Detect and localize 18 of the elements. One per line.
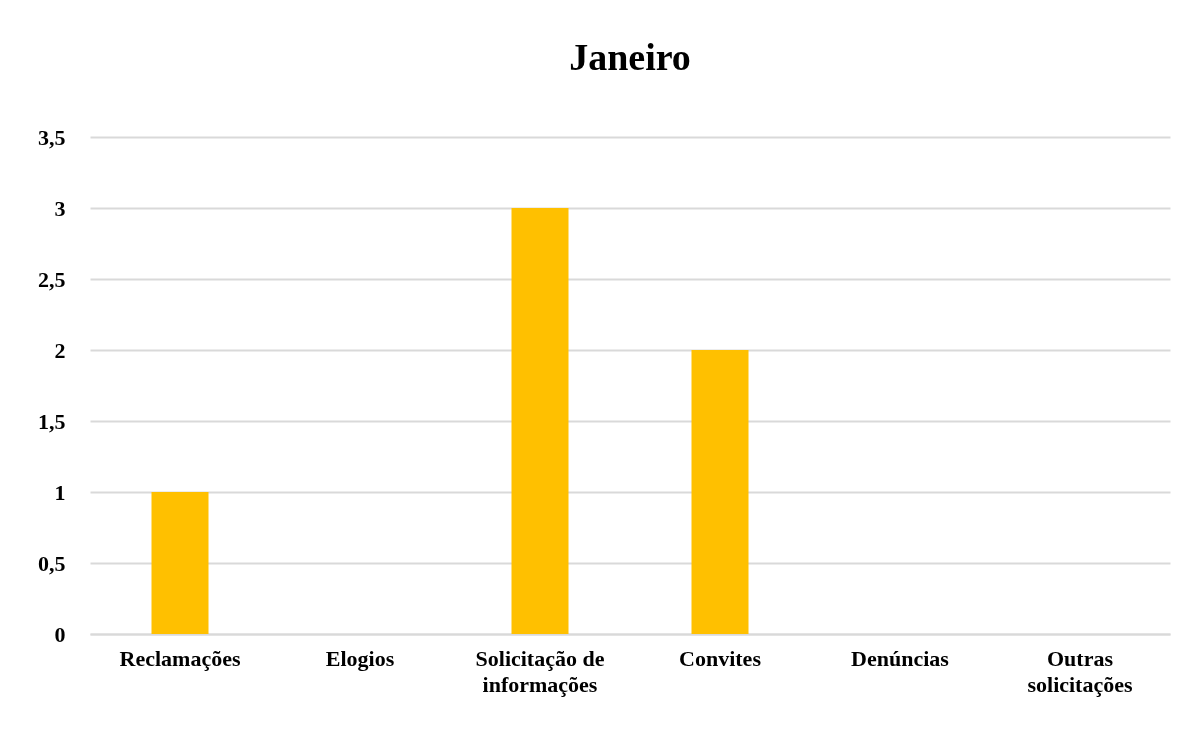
y-tick-label: 0,5: [38, 550, 66, 576]
x-tick-label: Reclamações: [119, 645, 241, 671]
x-tick-label: Convites: [679, 645, 762, 671]
y-tick-label: 3: [54, 195, 66, 221]
bar: [511, 208, 569, 634]
y-tick-label: 3,5: [38, 124, 66, 150]
y-tick-label: 1: [54, 479, 66, 505]
bar: [151, 492, 209, 634]
y-tick-label: 2,5: [38, 266, 66, 292]
x-tick-label: Solicitação de informações: [475, 645, 605, 697]
y-tick-label: 2: [54, 337, 66, 363]
x-tick-label: Outras solicitações: [1027, 645, 1133, 697]
bar: [691, 350, 749, 634]
x-tick-label: Elogios: [325, 645, 395, 671]
chart-title: Janeiro: [569, 36, 691, 78]
y-tick-label: 0: [54, 621, 66, 647]
y-tick-label: 1,5: [38, 408, 66, 434]
x-tick-label: Denúncias: [851, 645, 950, 671]
